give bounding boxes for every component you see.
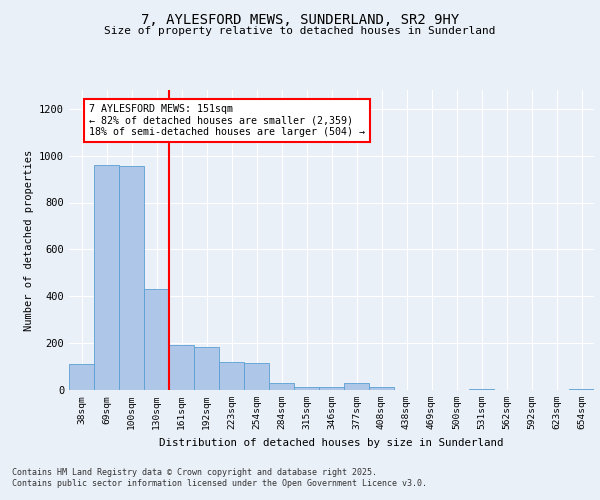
Bar (144, 289, 169, 390)
Bar (219, 362, 244, 390)
Bar (94, 165, 119, 390)
Bar (569, 389, 594, 390)
Bar (294, 387, 319, 390)
Text: Contains HM Land Registry data © Crown copyright and database right 2025.: Contains HM Land Registry data © Crown c… (12, 468, 377, 477)
Bar (269, 384, 294, 390)
Bar (344, 384, 369, 390)
Text: 7, AYLESFORD MEWS, SUNDERLAND, SR2 9HY: 7, AYLESFORD MEWS, SUNDERLAND, SR2 9HY (141, 13, 459, 27)
Text: Size of property relative to detached houses in Sunderland: Size of property relative to detached ho… (104, 26, 496, 36)
Text: 7 AYLESFORD MEWS: 151sqm
← 82% of detached houses are smaller (2,359)
18% of sem: 7 AYLESFORD MEWS: 151sqm ← 82% of detach… (89, 104, 365, 138)
Bar (369, 387, 394, 390)
X-axis label: Distribution of detached houses by size in Sunderland: Distribution of detached houses by size … (159, 438, 504, 448)
Bar (69, 364, 94, 390)
Bar (469, 389, 494, 390)
Y-axis label: Number of detached properties: Number of detached properties (23, 150, 34, 330)
Bar (194, 346, 219, 390)
Bar (119, 166, 144, 390)
Bar (244, 363, 269, 390)
Bar (319, 387, 344, 390)
Bar (169, 346, 194, 390)
Text: Contains public sector information licensed under the Open Government Licence v3: Contains public sector information licen… (12, 480, 427, 488)
